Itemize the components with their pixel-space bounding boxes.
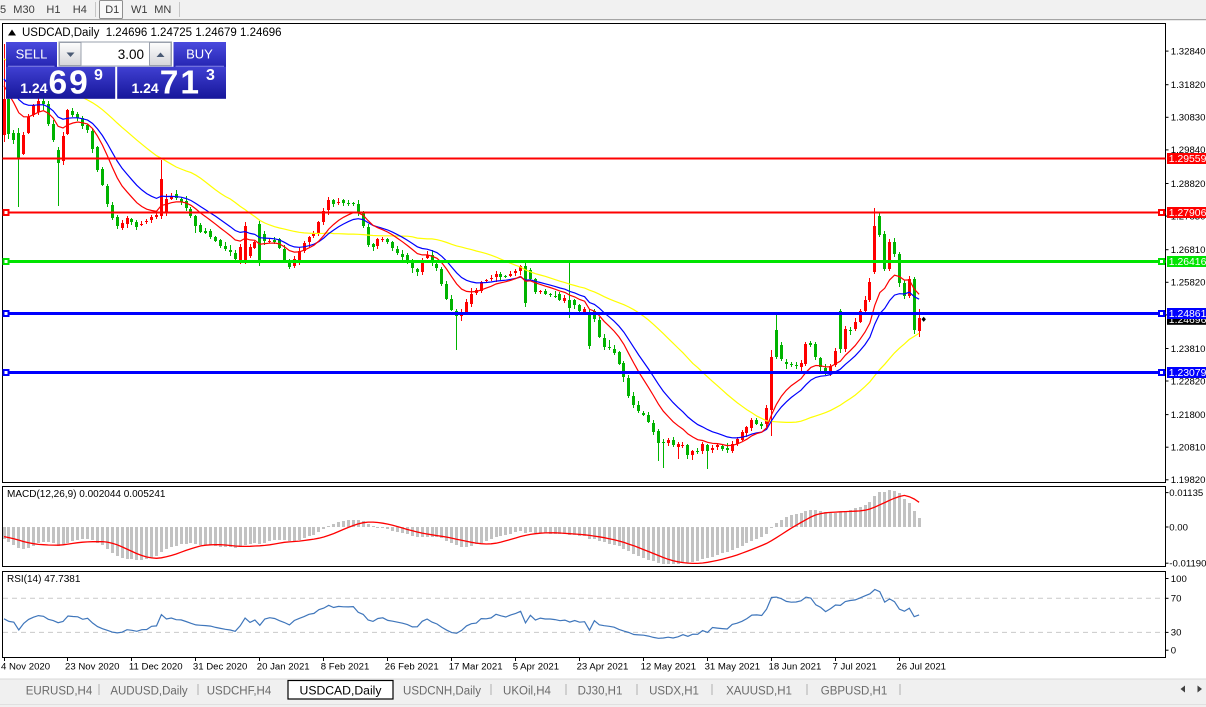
- svg-text:71: 71: [160, 65, 201, 102]
- svg-text:AUDUSD,Daily: AUDUSD,Daily: [110, 685, 188, 697]
- svg-text:1.24: 1.24: [20, 80, 47, 96]
- svg-text:26 Jul 2021: 26 Jul 2021: [896, 661, 946, 672]
- svg-text:W1: W1: [131, 4, 148, 16]
- svg-text:D1: D1: [105, 4, 119, 16]
- svg-text:MN: MN: [154, 4, 171, 16]
- svg-text:USDX,H1: USDX,H1: [649, 685, 699, 697]
- svg-text:EURUSD,H4: EURUSD,H4: [26, 685, 93, 697]
- svg-text:1.23079: 1.23079: [1169, 368, 1206, 379]
- svg-text:USDCNH,Daily: USDCNH,Daily: [403, 685, 481, 697]
- svg-text:DJ30,H1: DJ30,H1: [578, 685, 623, 697]
- svg-text:0.00: 0.00: [1169, 522, 1188, 533]
- svg-text:8 Feb 2021: 8 Feb 2021: [321, 661, 370, 672]
- svg-text:31 Dec 2020: 31 Dec 2020: [193, 661, 247, 672]
- svg-text:1.29559: 1.29559: [1169, 154, 1206, 165]
- svg-text:1.23810: 1.23810: [1171, 344, 1206, 355]
- svg-text:23 Apr 2021: 23 Apr 2021: [577, 661, 629, 672]
- svg-text:1.21800: 1.21800: [1171, 410, 1206, 421]
- svg-text:1.32840: 1.32840: [1171, 46, 1206, 57]
- svg-text:1.24696: 1.24696: [1169, 315, 1206, 326]
- svg-text:26 Feb 2021: 26 Feb 2021: [385, 661, 439, 672]
- svg-text:0: 0: [1171, 646, 1176, 657]
- svg-text:XAUUSD,H1: XAUUSD,H1: [726, 685, 792, 697]
- svg-text:3.00: 3.00: [118, 47, 144, 62]
- svg-text:1.20810: 1.20810: [1171, 443, 1206, 454]
- svg-text:69: 69: [49, 65, 90, 102]
- svg-text:1.26810: 1.26810: [1171, 245, 1206, 256]
- svg-text:RSI(14) 47.7381: RSI(14) 47.7381: [7, 574, 81, 585]
- svg-text:1.22820: 1.22820: [1171, 376, 1206, 387]
- svg-text:UKOil,H4: UKOil,H4: [503, 685, 552, 697]
- svg-text:H4: H4: [73, 4, 87, 16]
- svg-text:1.24861: 1.24861: [1169, 309, 1206, 320]
- svg-text:USDCAD,Daily: USDCAD,Daily: [300, 683, 383, 697]
- svg-text:9: 9: [94, 67, 103, 84]
- svg-text:1.31820: 1.31820: [1171, 80, 1206, 91]
- svg-text:USDCHF,H4: USDCHF,H4: [207, 685, 272, 697]
- svg-text:H1: H1: [46, 4, 60, 16]
- svg-text:20 Jan 2021: 20 Jan 2021: [257, 661, 310, 672]
- svg-text:1.28820: 1.28820: [1171, 179, 1206, 190]
- svg-text:BUY: BUY: [186, 47, 213, 62]
- svg-text:0.01135: 0.01135: [1169, 488, 1203, 499]
- svg-text:3: 3: [206, 67, 215, 84]
- svg-text:17 Mar 2021: 17 Mar 2021: [449, 661, 503, 672]
- svg-text:5: 5: [0, 4, 6, 16]
- svg-text:1.19820: 1.19820: [1171, 475, 1206, 486]
- svg-text:1.29840: 1.29840: [1171, 145, 1206, 156]
- svg-text:GBPUSD,H1: GBPUSD,H1: [821, 685, 887, 697]
- svg-text:31 May 2021: 31 May 2021: [705, 661, 760, 672]
- svg-text:USDCAD,Daily 1.24696 1.24725: USDCAD,Daily 1.24696 1.24725 1.24679 1.2…: [22, 27, 282, 39]
- svg-text:SELL: SELL: [16, 47, 48, 62]
- svg-text:7 Jul 2021: 7 Jul 2021: [833, 661, 877, 672]
- svg-text:12 May 2021: 12 May 2021: [641, 661, 696, 672]
- svg-text:18 Jun 2021: 18 Jun 2021: [769, 661, 822, 672]
- svg-text:100: 100: [1171, 574, 1187, 585]
- svg-text:5 Apr 2021: 5 Apr 2021: [513, 661, 559, 672]
- svg-text:23 Nov 2020: 23 Nov 2020: [65, 661, 119, 672]
- svg-text:1.25820: 1.25820: [1171, 278, 1206, 289]
- svg-text:1.26416: 1.26416: [1169, 257, 1206, 268]
- svg-text:70: 70: [1171, 594, 1182, 605]
- svg-text:1.27906: 1.27906: [1169, 208, 1206, 219]
- svg-text:1.30830: 1.30830: [1171, 113, 1206, 124]
- svg-text:-0.01190: -0.01190: [1169, 559, 1206, 570]
- svg-text:30: 30: [1171, 628, 1182, 639]
- svg-text:M30: M30: [13, 4, 34, 16]
- svg-text:4 Nov 2020: 4 Nov 2020: [1, 661, 50, 672]
- svg-text:MACD(12,26,9) 0.002044 0.00524: MACD(12,26,9) 0.002044 0.005241: [7, 489, 166, 500]
- svg-text:11 Dec 2020: 11 Dec 2020: [129, 661, 183, 672]
- svg-text:1.24: 1.24: [131, 80, 158, 96]
